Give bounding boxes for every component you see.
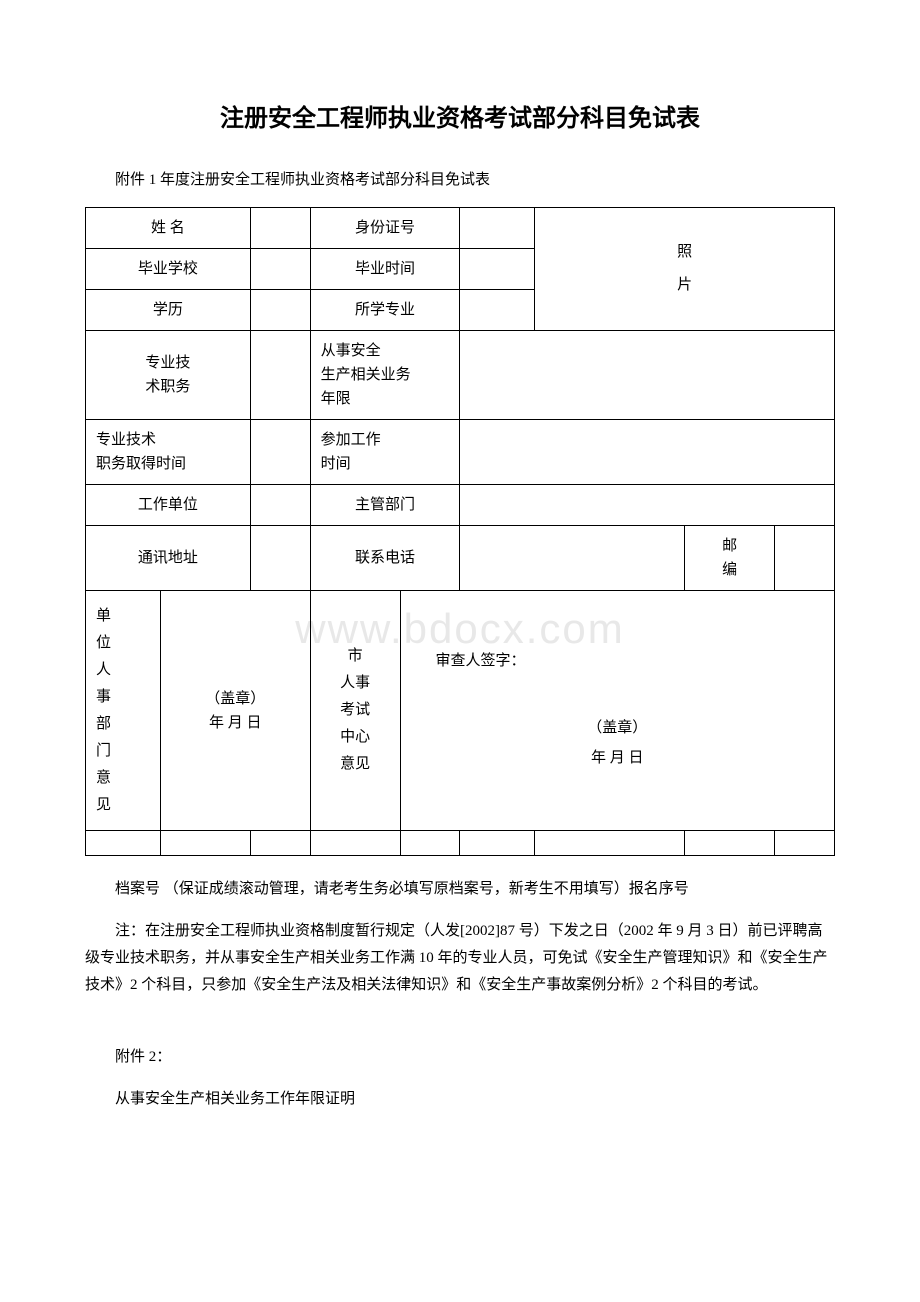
paragraph-cert-title: 从事安全生产相关业务工作年限证明 — [85, 1086, 835, 1113]
label-school: 毕业学校 — [86, 249, 251, 290]
empty-cell — [250, 831, 310, 856]
label-name: 姓 名 — [86, 208, 251, 249]
label-id: 身份证号 — [310, 208, 460, 249]
exemption-form-table: 姓 名 身份证号 照 片 毕业学校 毕业时间 学历 所学专业 专业技 术职务 从… — [85, 207, 835, 856]
spacer — [85, 1014, 835, 1044]
cell-name-value — [250, 208, 310, 249]
table-row: 专业技术 职务取得时间 参加工作 时间 — [86, 420, 835, 485]
city-stamp-date: （盖章） 年 月 日 — [416, 713, 819, 773]
photo-text: 照 片 — [677, 244, 692, 293]
cell-workstart-value — [460, 420, 835, 485]
cell-workunit-value — [250, 485, 310, 526]
label-gradtime: 毕业时间 — [310, 249, 460, 290]
label-tech-date: 专业技术 职务取得时间 — [86, 420, 251, 485]
subtitle-text: 附件 1 年度注册安全工程师执业资格考试部分科目免试表 — [85, 168, 835, 192]
label-photo: 照 片 — [535, 208, 835, 331]
cell-school-value — [250, 249, 310, 290]
table-row — [86, 831, 835, 856]
label-major: 所学专业 — [310, 290, 460, 331]
page-title: 注册安全工程师执业资格考试部分科目免试表 — [85, 100, 835, 138]
cell-unit-stamp: （盖章） 年 月 日 — [160, 591, 310, 831]
label-workstart: 参加工作 时间 — [310, 420, 460, 485]
empty-cell — [535, 831, 685, 856]
empty-cell — [775, 831, 835, 856]
label-dept: 主管部门 — [310, 485, 460, 526]
cell-major-value — [460, 290, 535, 331]
label-unit-hr-opinion: 单 位 人 事 部 门 意 见 — [86, 591, 161, 831]
cell-education-value — [250, 290, 310, 331]
cell-phone-value — [460, 526, 685, 591]
cell-gradtime-value — [460, 249, 535, 290]
cell-tech-title-value — [250, 331, 310, 420]
table-row: 通讯地址 联系电话 邮 编 — [86, 526, 835, 591]
empty-cell — [86, 831, 161, 856]
cell-city-stamp: 审查人签字： （盖章） 年 月 日 — [400, 591, 834, 831]
cell-id-value — [460, 208, 535, 249]
empty-cell — [160, 831, 250, 856]
table-row: 姓 名 身份证号 照 片 — [86, 208, 835, 249]
table-row: 工作单位 主管部门 — [86, 485, 835, 526]
cell-years-value — [460, 331, 835, 420]
empty-cell — [685, 831, 775, 856]
label-years: 从事安全 生产相关业务 年限 — [310, 331, 460, 420]
document-content: 注册安全工程师执业资格考试部分科目免试表 附件 1 年度注册安全工程师执业资格考… — [85, 100, 835, 1113]
cell-dept-value — [460, 485, 835, 526]
label-tech-title: 专业技 术职务 — [86, 331, 251, 420]
label-postcode: 邮 编 — [685, 526, 775, 591]
empty-cell — [460, 831, 535, 856]
reviewer-sign-label: 审查人签字： — [416, 649, 819, 673]
paragraph-attachment2: 附件 2： — [85, 1044, 835, 1071]
table-row: 专业技 术职务 从事安全 生产相关业务 年限 — [86, 331, 835, 420]
empty-cell — [310, 831, 400, 856]
cell-postcode-value — [775, 526, 835, 591]
empty-cell — [400, 831, 460, 856]
cell-tech-date-value — [250, 420, 310, 485]
label-education: 学历 — [86, 290, 251, 331]
label-city-exam-opinion: 市 人事 考试 中心 意见 — [310, 591, 400, 831]
paragraph-note: 注：在注册安全工程师执业资格制度暂行规定（人发[2002]87 号）下发之日（2… — [85, 918, 835, 999]
label-phone: 联系电话 — [310, 526, 460, 591]
label-address: 通讯地址 — [86, 526, 251, 591]
label-workunit: 工作单位 — [86, 485, 251, 526]
table-row: 单 位 人 事 部 门 意 见 （盖章） 年 月 日 市 人事 考试 中心 意见… — [86, 591, 835, 831]
paragraph-archive: 档案号 （保证成绩滚动管理，请老考生务必填写原档案号，新考生不用填写）报名序号 — [85, 876, 835, 903]
cell-address-value — [250, 526, 310, 591]
